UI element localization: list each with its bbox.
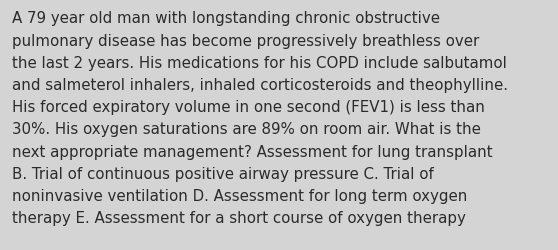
Text: B. Trial of continuous positive airway pressure C. Trial of: B. Trial of continuous positive airway p… [12, 166, 434, 181]
Text: next appropriate management? Assessment for lung transplant: next appropriate management? Assessment … [12, 144, 493, 159]
Text: and salmeterol inhalers, inhaled corticosteroids and theophylline.: and salmeterol inhalers, inhaled cortico… [12, 78, 508, 92]
Text: noninvasive ventilation D. Assessment for long term oxygen: noninvasive ventilation D. Assessment fo… [12, 188, 468, 203]
Text: the last 2 years. His medications for his COPD include salbutamol: the last 2 years. His medications for hi… [12, 56, 507, 70]
Text: A 79 year old man with longstanding chronic obstructive: A 79 year old man with longstanding chro… [12, 11, 440, 26]
Text: 30%. His oxygen saturations are 89% on room air. What is the: 30%. His oxygen saturations are 89% on r… [12, 122, 481, 137]
Text: therapy E. Assessment for a short course of oxygen therapy: therapy E. Assessment for a short course… [12, 210, 466, 225]
Text: His forced expiratory volume in one second (FEV1) is less than: His forced expiratory volume in one seco… [12, 100, 485, 115]
Text: pulmonary disease has become progressively breathless over: pulmonary disease has become progressive… [12, 33, 479, 48]
